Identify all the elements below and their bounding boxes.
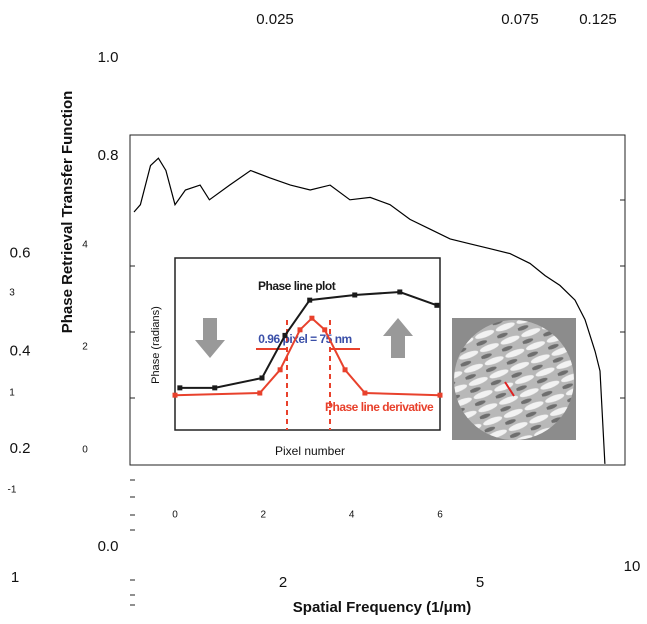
up-arrow xyxy=(383,318,413,358)
plot-frame xyxy=(129,134,626,466)
inset-y-tick-label: -1 xyxy=(8,485,17,496)
inset-marker xyxy=(397,289,403,295)
inset-x-title: Pixel number xyxy=(275,444,345,458)
inset-marker xyxy=(282,332,288,338)
inset-x-tick-label: 0 xyxy=(172,510,178,521)
down-arrow xyxy=(195,318,225,358)
inset-y-tick-label: 2 xyxy=(82,342,88,353)
inset-marker xyxy=(172,392,178,398)
y-tick-label: 0.2 xyxy=(10,440,31,457)
phase-image xyxy=(452,318,576,440)
inset-marker xyxy=(177,385,183,391)
y-tick-label: 0.8 xyxy=(98,147,119,164)
x2-tick-label: 0.075 xyxy=(501,11,539,28)
inset-y-tick-label: 3 xyxy=(9,288,15,299)
inset-marker xyxy=(362,390,368,396)
inset-marker xyxy=(277,367,283,373)
x-tick-label: 1 xyxy=(11,569,19,586)
y-tick-label: 0.4 xyxy=(10,342,31,359)
x-tick-label: 2 xyxy=(279,574,287,591)
frame-ticks xyxy=(130,134,625,606)
x-tick-label: 10 xyxy=(624,558,641,575)
inset-y-tick-label: 0 xyxy=(82,445,88,456)
inset-marker xyxy=(322,327,328,333)
inset-y-tick-label: 1 xyxy=(9,388,15,399)
x2-tick-label: 0.025 xyxy=(256,11,294,28)
inset-x-tick-label: 6 xyxy=(437,510,443,521)
data-line xyxy=(133,157,606,464)
series-label: Phase line derivative xyxy=(325,400,434,414)
inset-line xyxy=(179,290,438,389)
inset-marker xyxy=(309,315,315,321)
inset-marker xyxy=(297,327,303,333)
x-tick-label: 5 xyxy=(476,574,484,591)
inset-x-tick-label: 4 xyxy=(349,510,355,521)
inset-marker xyxy=(437,392,443,398)
y-tick-label: 0.6 xyxy=(10,245,31,262)
inset-y-title: Phase (radians) xyxy=(150,306,162,384)
y-axis-title: Phase Retrieval Transfer Function xyxy=(59,91,76,334)
inset-marker xyxy=(352,292,358,298)
y-tick-label: 1.0 xyxy=(98,49,119,66)
annotation: 0.96 pixel = 75 nm xyxy=(258,332,351,346)
inset-marker xyxy=(307,297,313,303)
series-label: Phase line plot xyxy=(258,279,336,293)
inset-marker xyxy=(257,390,263,396)
inset-marker xyxy=(342,367,348,373)
x2-tick-label: 0.125 xyxy=(579,11,617,28)
inset-marker xyxy=(259,375,265,381)
inset-y-tick-label: 4 xyxy=(82,240,88,251)
inset-marker xyxy=(434,302,440,308)
x-axis-title: Spatial Frequency (1/μm) xyxy=(293,599,471,616)
inset-marker xyxy=(212,385,218,391)
inset-x-tick-label: 2 xyxy=(261,510,267,521)
y-tick-label: 0.0 xyxy=(98,538,119,555)
